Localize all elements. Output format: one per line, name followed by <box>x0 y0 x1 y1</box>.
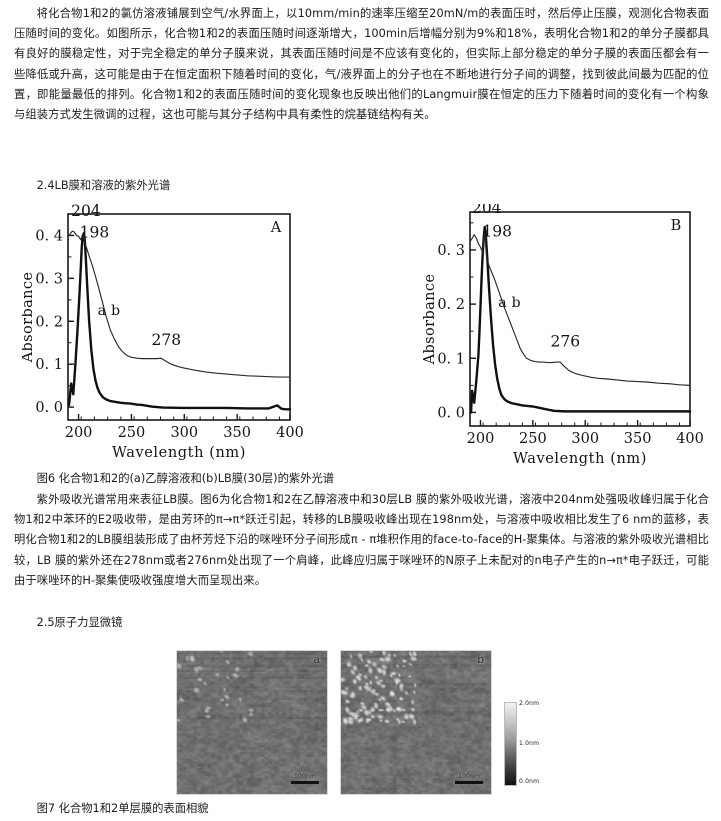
svg-text:278: 278 <box>152 331 182 349</box>
section-heading-2-5: 2.5原子力显微镜 <box>36 616 123 629</box>
svg-text:Absorbance: Absorbance <box>22 272 36 364</box>
svg-text:198: 198 <box>482 222 512 240</box>
svg-text:400: 400 <box>676 431 704 447</box>
paragraph-uv-spectra: 紫外吸收光谱常用来表征LB膜。图6为化合物1和2在乙醇溶液中和30层LB 膜的紫… <box>14 493 709 587</box>
svg-text:200: 200 <box>467 431 495 447</box>
afm-scale-text-a: 100nm <box>293 773 317 780</box>
svg-text:0. 2: 0. 2 <box>35 314 63 330</box>
uv-spectrum-chart-a: 200 250 300 350 400 0. 0 0. 1 0. 2 0. 3 0. 4 204 19… <box>22 204 312 466</box>
colorbar-gradient <box>504 702 517 786</box>
afm-scale-bar-line-a <box>291 781 319 784</box>
afm-scale-bar-b: 100nm <box>455 773 483 784</box>
svg-text:0. 1: 0. 1 <box>437 351 465 367</box>
afm-height-colorbar: 2.0nm 1.0nm 0.0nm <box>504 700 560 786</box>
svg-text:Wavelength (nm): Wavelength (nm) <box>112 445 246 461</box>
afm-canvas-a <box>177 651 327 794</box>
svg-text:0. 3: 0. 3 <box>437 243 465 259</box>
svg-text:b: b <box>111 303 120 319</box>
afm-canvas-b <box>341 651 491 794</box>
svg-text:Wavelength (nm): Wavelength (nm) <box>513 451 647 466</box>
svg-text:204: 204 <box>472 204 502 217</box>
svg-text:200: 200 <box>65 425 93 441</box>
svg-text:B: B <box>671 218 682 234</box>
afm-scale-bar-line-b <box>455 781 483 784</box>
paragraph-surface-pressure: 将化合物1和2的氯仿溶液铺展到空气/水界面上，以10mm/min的速率压缩至20… <box>14 7 709 122</box>
figure7-caption: 图7 化合物1和2单层膜的表面相貌 <box>36 802 209 815</box>
svg-text:300: 300 <box>571 431 599 447</box>
afm-panel-label-b: b <box>476 653 484 666</box>
uv-spectrum-chart-b: 200 250 300 350 400 0. 0 0. 1 0. 2 0. 3 204 198 a b 2… <box>422 204 712 466</box>
svg-text:0. 2: 0. 2 <box>437 297 465 313</box>
svg-text:0. 3: 0. 3 <box>35 271 63 287</box>
svg-text:198: 198 <box>80 224 110 242</box>
svg-text:350: 350 <box>624 431 652 447</box>
svg-text:b: b <box>512 295 521 311</box>
svg-text:400: 400 <box>276 425 304 441</box>
svg-text:Absorbance: Absorbance <box>422 274 438 366</box>
afm-scale-bar-a: 100nm <box>291 773 319 784</box>
colorbar-label-bottom: 0.0nm <box>519 778 540 785</box>
svg-text:350: 350 <box>223 425 251 441</box>
colorbar-label-mid: 1.0nm <box>519 740 540 747</box>
afm-image-b: b 100nm <box>340 650 492 795</box>
svg-text:0. 0: 0. 0 <box>437 405 465 421</box>
svg-text:0. 1: 0. 1 <box>35 357 63 373</box>
svg-text:a: a <box>98 303 106 319</box>
afm-scale-text-b: 100nm <box>457 773 481 780</box>
svg-text:0. 0: 0. 0 <box>35 400 63 416</box>
figure6-caption: 图6 化合物1和2的(a)乙醇溶液和(b)LB膜(30层)的紫外光谱 <box>36 472 335 485</box>
svg-text:250: 250 <box>519 431 547 447</box>
afm-image-a: a 100nm <box>176 650 328 795</box>
svg-text:204: 204 <box>71 204 101 220</box>
figure6-charts: 200 250 300 350 400 0. 0 0. 1 0. 2 0. 3 0. 4 204 19… <box>0 204 721 466</box>
section-heading-2-4: 2.4LB膜和溶液的紫外光谱 <box>36 179 171 192</box>
svg-text:276: 276 <box>551 332 581 350</box>
chart-svg-A: 200 250 300 350 400 0. 0 0. 1 0. 2 0. 3 0. 4 204 19… <box>22 204 312 466</box>
colorbar-label-top: 2.0nm <box>519 700 540 707</box>
svg-text:a: a <box>498 295 506 311</box>
figure7-afm-images: a 100nm b 100nm 2.0nm 1.0nm 0.0nm <box>0 648 721 798</box>
afm-panel-label-a: a <box>313 653 320 666</box>
chart-svg-B: 200 250 300 350 400 0. 0 0. 1 0. 2 0. 3 204 198 a b 2… <box>422 204 712 466</box>
svg-text:0. 4: 0. 4 <box>35 228 63 244</box>
svg-text:A: A <box>270 220 282 236</box>
svg-text:300: 300 <box>170 425 198 441</box>
svg-text:250: 250 <box>118 425 146 441</box>
